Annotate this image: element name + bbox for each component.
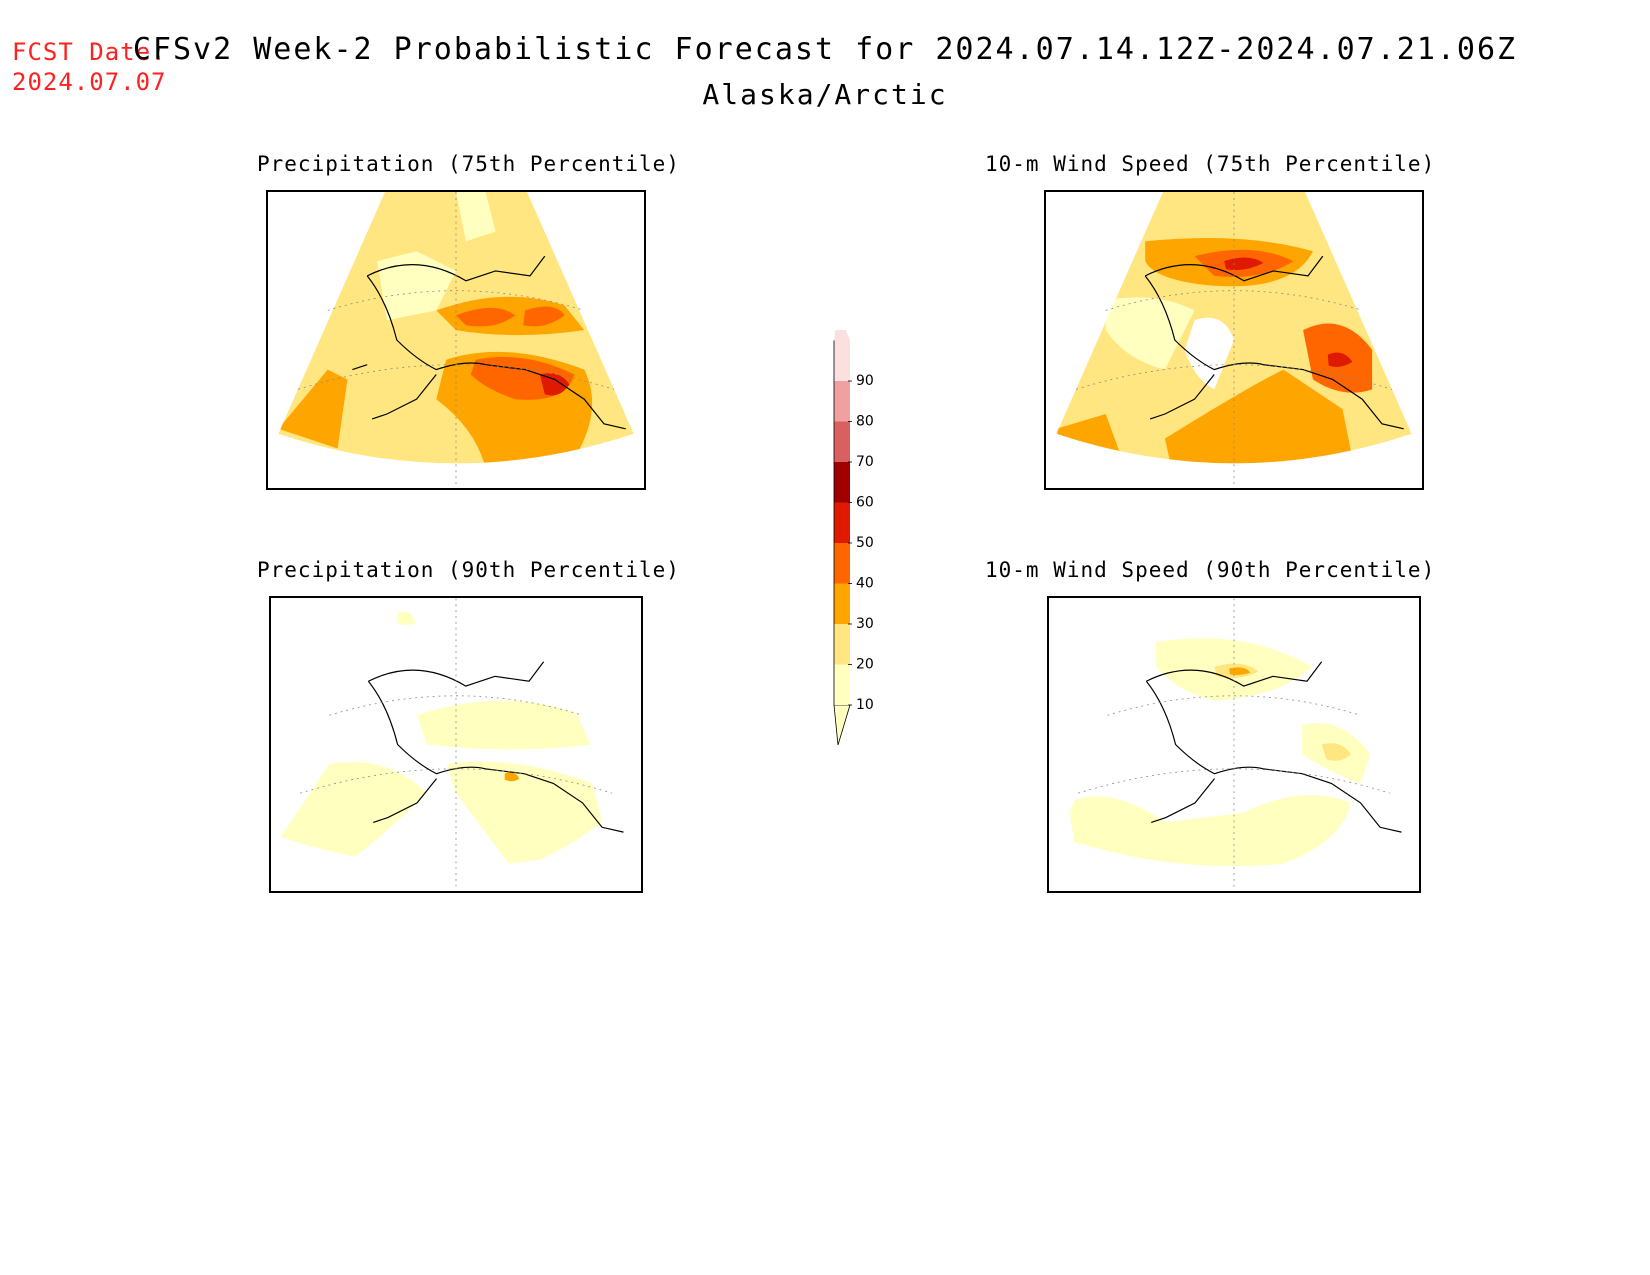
colorbar-swatch-20: [834, 624, 850, 665]
page-title: CFSv2 Week-2 Probabilistic Forecast for …: [132, 32, 1518, 67]
colorbar-label-30: 30: [856, 616, 874, 632]
colorbar-swatch-60: [834, 462, 850, 503]
precip-90-map: [280, 598, 632, 891]
colorbar-legend: 10 20 30 40 50 60 70 80 90: [820, 310, 900, 750]
colorbar-label-10: 10: [856, 697, 874, 713]
region-subtitle: Alaska/Arctic: [702, 78, 948, 111]
colorbar-label-20: 20: [856, 657, 874, 673]
map-panel-wind-75: [1044, 190, 1424, 490]
panel-title-precip-90: Precipitation (90th Percentile): [257, 558, 680, 582]
colorbar-swatch-80: [834, 381, 850, 422]
colorbar-swatch-10: [834, 664, 850, 705]
colorbar-swatch-70: [834, 421, 850, 462]
colorbar-swatch-90: [834, 340, 850, 381]
panel-title-precip-75: Precipitation (75th Percentile): [257, 152, 680, 176]
wind-90-map: [1058, 598, 1410, 891]
forecast-date-value: 2024.07.07: [12, 68, 167, 96]
wind-75-map: [1056, 192, 1412, 488]
colorbar-label-80: 80: [856, 414, 874, 430]
colorbar-svg: 10 20 30 40 50 60 70 80 90: [833, 310, 874, 746]
precip-75-map: [278, 192, 634, 488]
forecast-date-label: FCST Date:: [12, 38, 167, 66]
colorbar-swatch-40: [834, 543, 850, 584]
map-panel-wind-90: [1047, 596, 1421, 893]
colorbar-swatch-50: [834, 502, 850, 543]
panel-title-wind-90: 10-m Wind Speed (90th Percentile): [985, 558, 1436, 582]
colorbar-label-60: 60: [856, 495, 874, 511]
panel-title-wind-75: 10-m Wind Speed (75th Percentile): [985, 152, 1436, 176]
map-panel-precip-75: [266, 190, 646, 490]
colorbar-label-70: 70: [856, 454, 874, 470]
colorbar-label-40: 40: [856, 576, 874, 592]
colorbar-tail-low: [833, 704, 851, 746]
colorbar-label-90: 90: [856, 373, 874, 389]
colorbar-swatch-30: [834, 583, 850, 624]
colorbar-tail-high: [834, 310, 850, 341]
map-panel-precip-90: [269, 596, 643, 893]
colorbar-label-50: 50: [856, 535, 874, 551]
